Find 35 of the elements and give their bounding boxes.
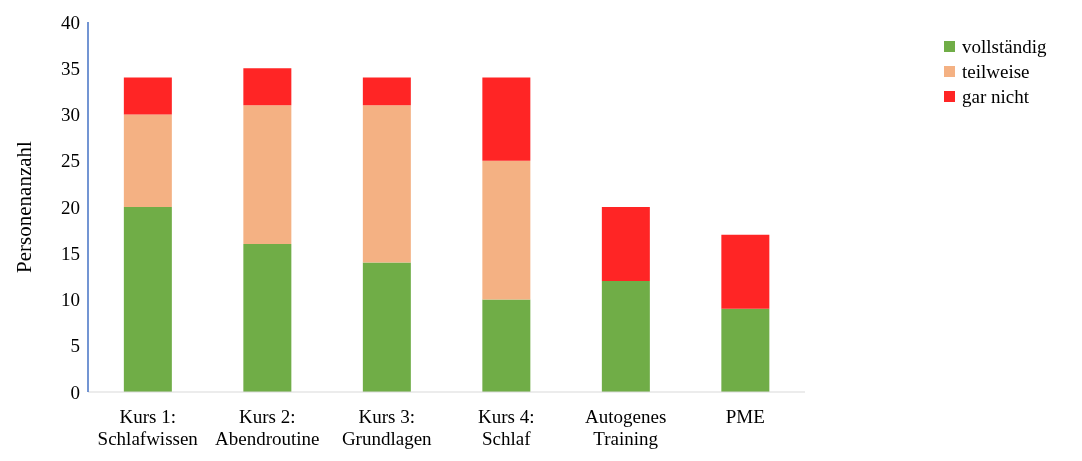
y-axis-title: Personenanzahl <box>12 140 37 273</box>
bar <box>482 299 531 392</box>
y-tick-label: 25 <box>61 150 80 172</box>
y-tick-label: 0 <box>70 381 80 403</box>
x-tick-label: Autogenes Training <box>585 406 667 449</box>
y-tick-label: 20 <box>61 196 80 218</box>
bar <box>362 77 411 106</box>
x-tick-label: Kurs 4: Schlaf <box>478 406 535 449</box>
x-tick-label: PME <box>725 406 765 428</box>
bar <box>243 244 292 392</box>
bar <box>243 105 292 244</box>
bar <box>601 281 650 392</box>
x-tick-label: Kurs 3: Grundlagen <box>341 406 433 449</box>
bar <box>362 105 411 263</box>
bar <box>721 234 770 309</box>
bar <box>123 207 172 392</box>
y-tick-label: 10 <box>61 289 80 311</box>
legend-label: vollständig <box>962 35 1047 59</box>
y-tick-label: 40 <box>61 11 80 33</box>
legend-label: teilweise <box>962 60 1030 84</box>
bar <box>482 77 531 161</box>
y-tick-label: 30 <box>61 104 80 126</box>
bar <box>123 77 172 115</box>
bar <box>243 68 292 106</box>
bar <box>601 207 650 281</box>
legend-label: gar nicht <box>962 85 1030 109</box>
y-tick-label: 15 <box>61 242 80 264</box>
bar <box>362 262 411 392</box>
bar <box>721 308 770 392</box>
y-tick-label: 5 <box>70 335 80 357</box>
bar <box>482 160 531 300</box>
x-tick-label: Kurs 1: Schlafwissen <box>97 406 199 449</box>
x-tick-label: Kurs 2: Abendroutine <box>215 406 320 449</box>
y-tick-label: 35 <box>61 58 80 79</box>
bar <box>123 114 172 207</box>
